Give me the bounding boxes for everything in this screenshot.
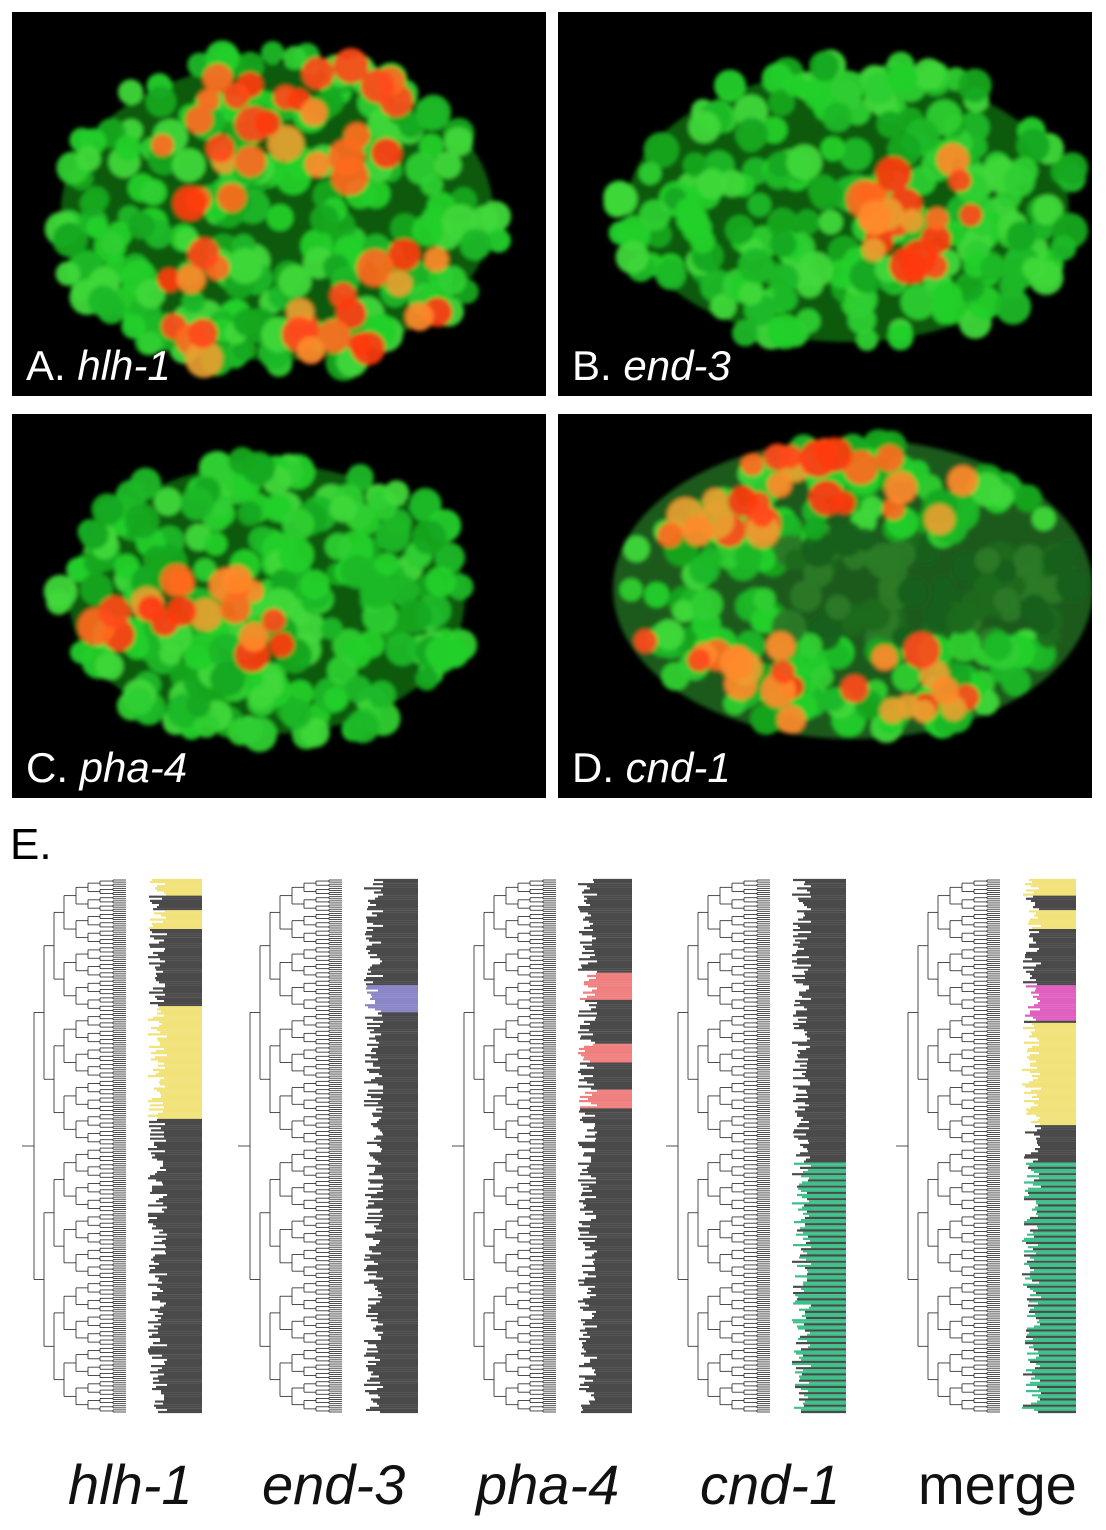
tree-label-merge: merge xyxy=(918,1452,1077,1517)
embryo-image-c xyxy=(12,414,546,798)
panel-b-label: B. end-3 xyxy=(572,342,731,390)
section-e-label: E. xyxy=(10,820,52,870)
panel-a-hlh-1: A. hlh-1 xyxy=(12,12,546,396)
embryo-image-a xyxy=(12,12,546,396)
tree-label-hlh-1: hlh-1 xyxy=(68,1452,193,1517)
tree-label-pha-4: pha-4 xyxy=(476,1452,619,1517)
panel-c-pha-4: C. pha-4 xyxy=(12,414,546,798)
lineage-tree-pha-4 xyxy=(448,876,638,1421)
panel-c-label: C. pha-4 xyxy=(26,744,187,792)
lineage-tree-hlh-1 xyxy=(18,876,208,1421)
tree-label-end-3: end-3 xyxy=(262,1452,405,1517)
panel-b-end-3: B. end-3 xyxy=(558,12,1092,396)
embryo-image-d xyxy=(558,414,1092,798)
panel-d-label: D. cnd-1 xyxy=(572,744,731,792)
panel-d-cnd-1: D. cnd-1 xyxy=(558,414,1092,798)
tree-label-cnd-1: cnd-1 xyxy=(700,1452,840,1517)
embryo-image-b xyxy=(558,12,1092,396)
panel-a-label: A. hlh-1 xyxy=(26,342,171,390)
lineage-tree-end-3 xyxy=(234,876,424,1421)
lineage-tree-cnd-1 xyxy=(662,876,852,1421)
lineage-tree-merge xyxy=(892,876,1082,1421)
